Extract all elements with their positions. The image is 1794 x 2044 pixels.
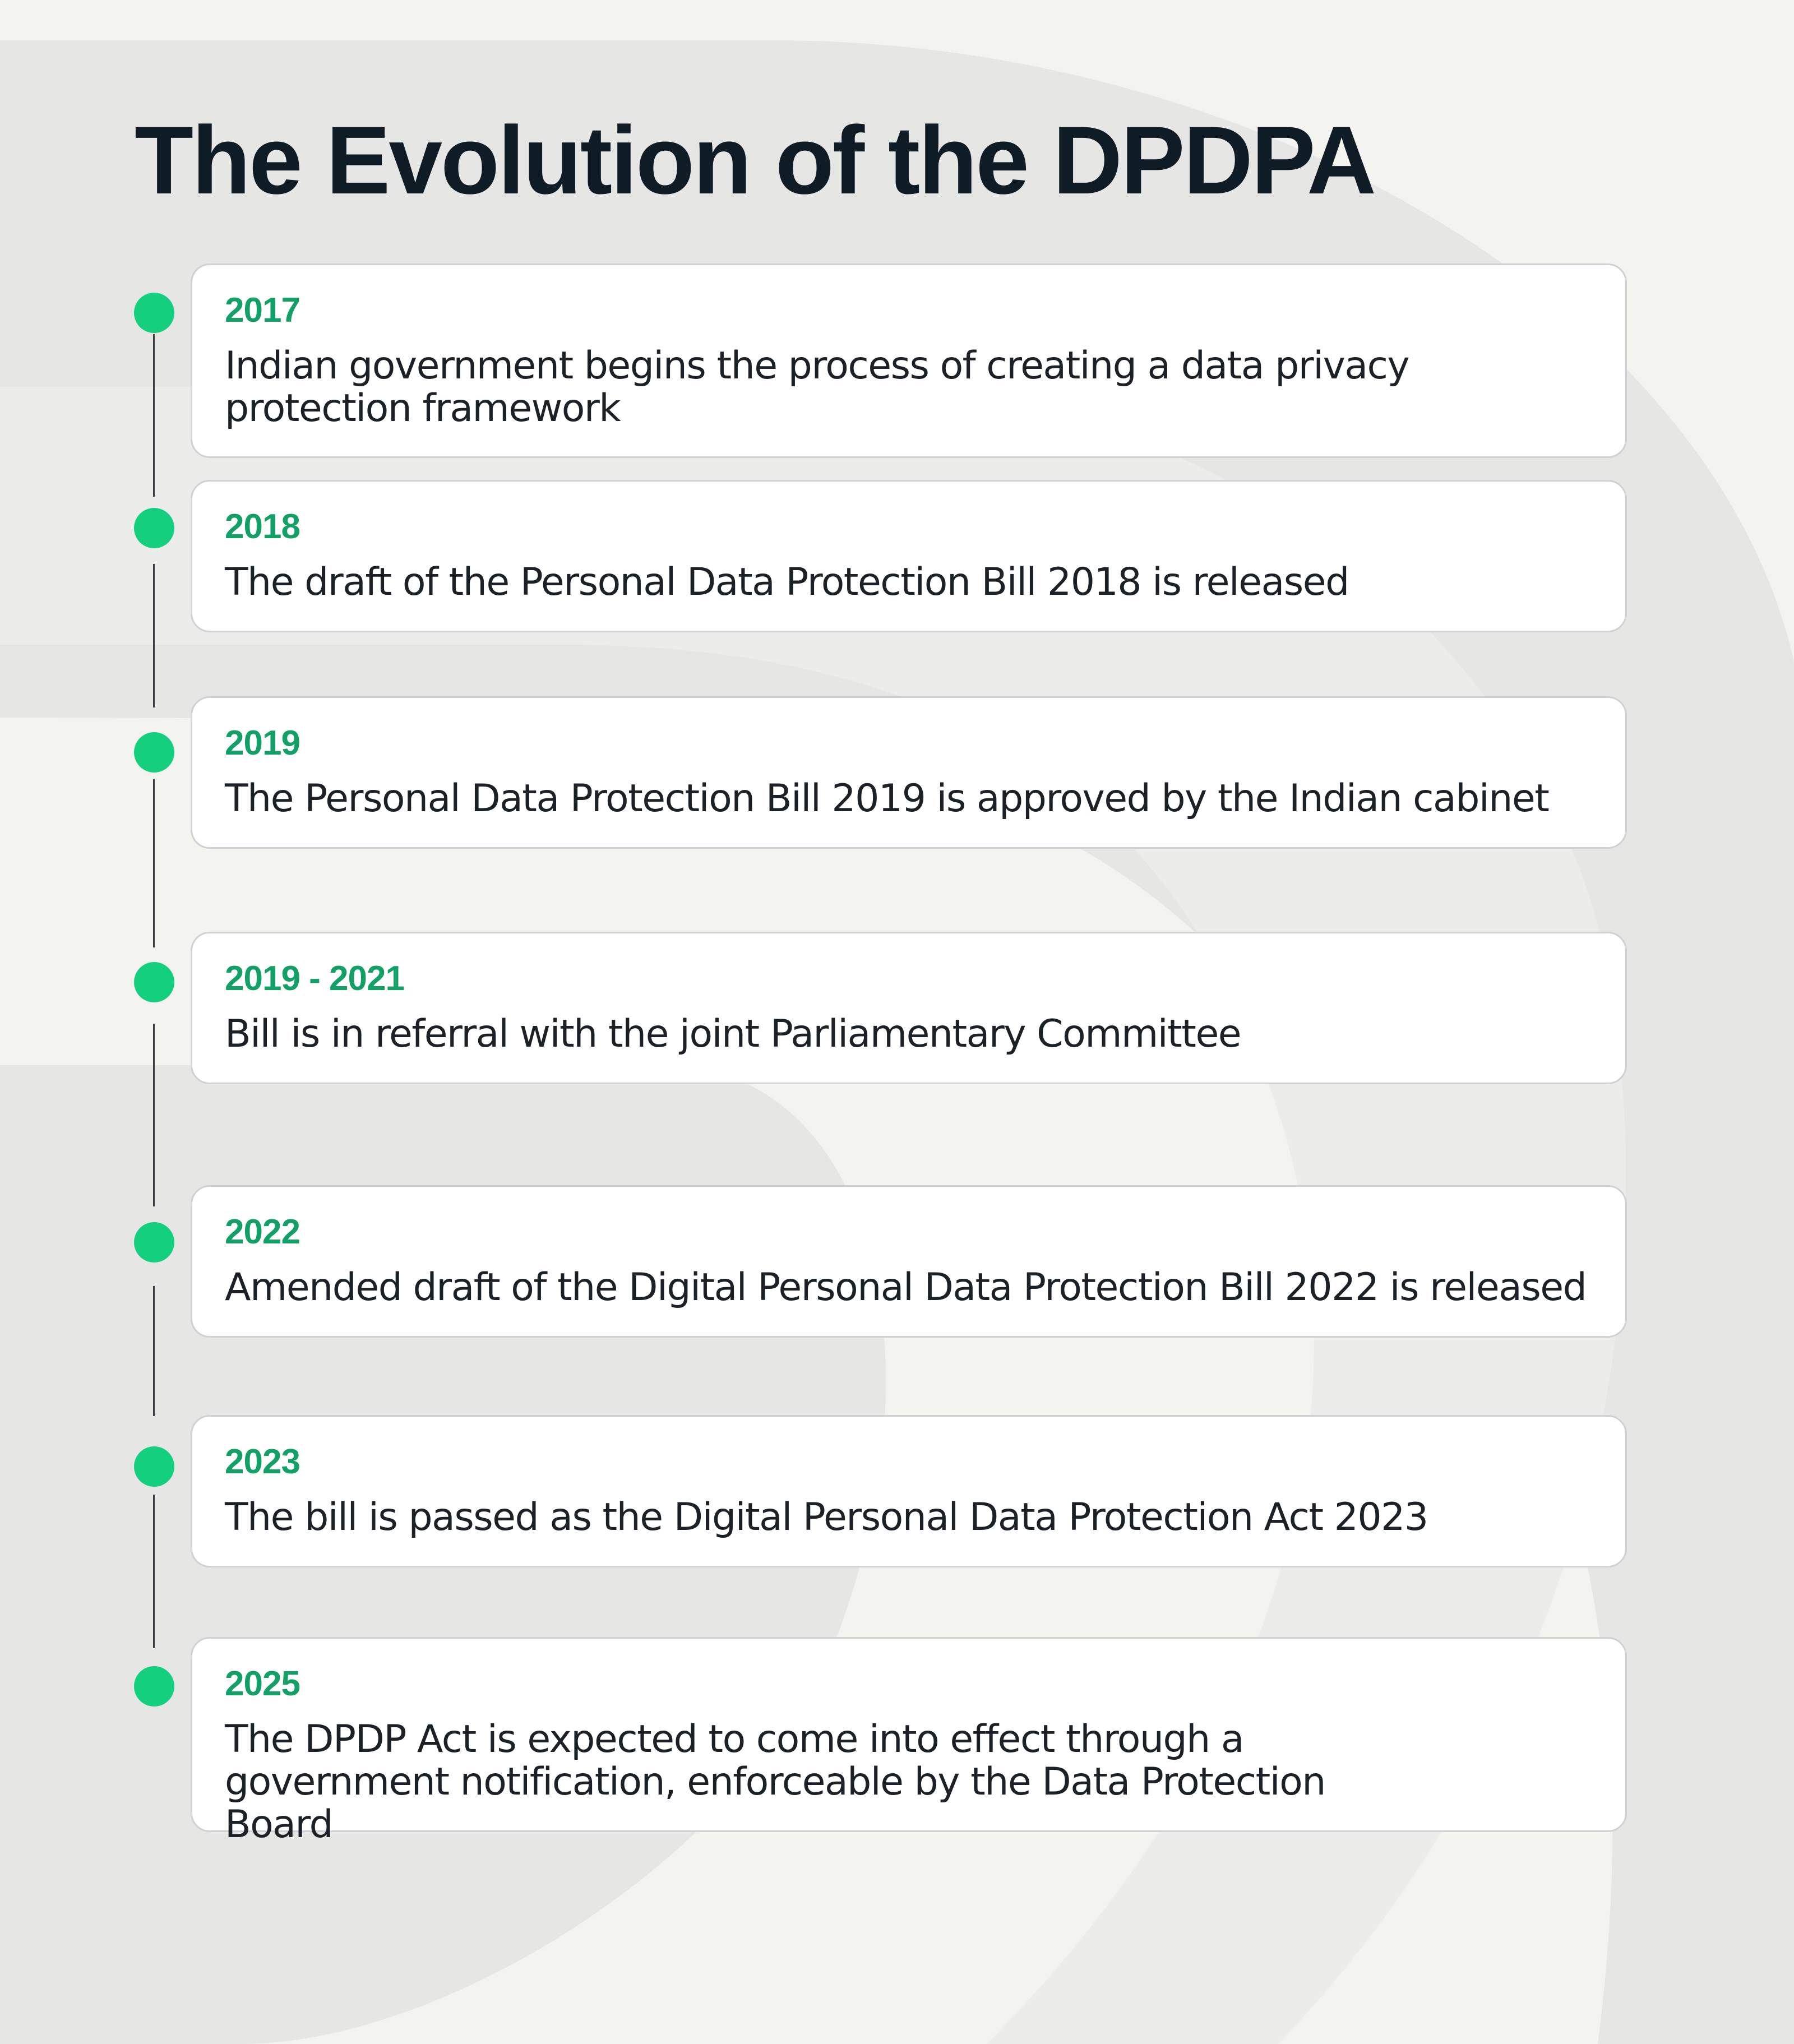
timeline-connector	[153, 1286, 155, 1416]
timeline-year: 2019 - 2021	[225, 959, 405, 998]
timeline-description: The bill is passed as the Digital Person…	[225, 1495, 1428, 1539]
timeline-card: 2019 The Personal Data Protection Bill 2…	[191, 696, 1627, 849]
timeline-card: 2018 The draft of the Personal Data Prot…	[191, 480, 1627, 632]
timeline-year: 2025	[225, 1664, 300, 1703]
timeline-dot	[134, 1446, 174, 1487]
timeline-description: Amended draft of the Digital Personal Da…	[225, 1265, 1587, 1310]
timeline-connector	[153, 334, 155, 497]
timeline-description: The Personal Data Protection Bill 2019 i…	[225, 776, 1550, 821]
timeline-card: 2017 Indian government begins the proces…	[191, 263, 1627, 458]
timeline-card: 2023 The bill is passed as the Digital P…	[191, 1415, 1627, 1567]
timeline-year: 2019	[225, 724, 300, 762]
timeline-dot	[134, 732, 174, 773]
timeline-description: The draft of the Personal Data Protectio…	[225, 560, 1349, 604]
timeline-year: 2017	[225, 291, 300, 330]
timeline-connector	[153, 779, 155, 947]
timeline-dot	[134, 1222, 174, 1263]
page-title: The Evolution of the DPDPA	[135, 107, 1376, 214]
timeline-year: 2023	[225, 1442, 300, 1481]
timeline-connector	[153, 1495, 155, 1648]
timeline-year: 2018	[225, 507, 300, 546]
timeline-connector	[153, 1024, 155, 1206]
timeline-description: Bill is in referral with the joint Parli…	[225, 1012, 1242, 1056]
timeline-dot	[134, 508, 174, 548]
timeline-description: The DPDP Act is expected to come into ef…	[225, 1717, 1326, 1847]
timeline-card: 2022 Amended draft of the Digital Person…	[191, 1185, 1627, 1338]
timeline-description: Indian government begins the process of …	[225, 344, 1410, 431]
timeline-year: 2022	[225, 1213, 300, 1251]
timeline-dot	[134, 962, 174, 1002]
timeline-dot	[134, 293, 174, 333]
timeline-card: 2025 The DPDP Act is expected to come in…	[191, 1637, 1627, 1846]
timeline-dot	[134, 1666, 174, 1707]
timeline-card: 2019 - 2021 Bill is in referral with the…	[191, 932, 1627, 1084]
timeline-connector	[153, 564, 155, 707]
